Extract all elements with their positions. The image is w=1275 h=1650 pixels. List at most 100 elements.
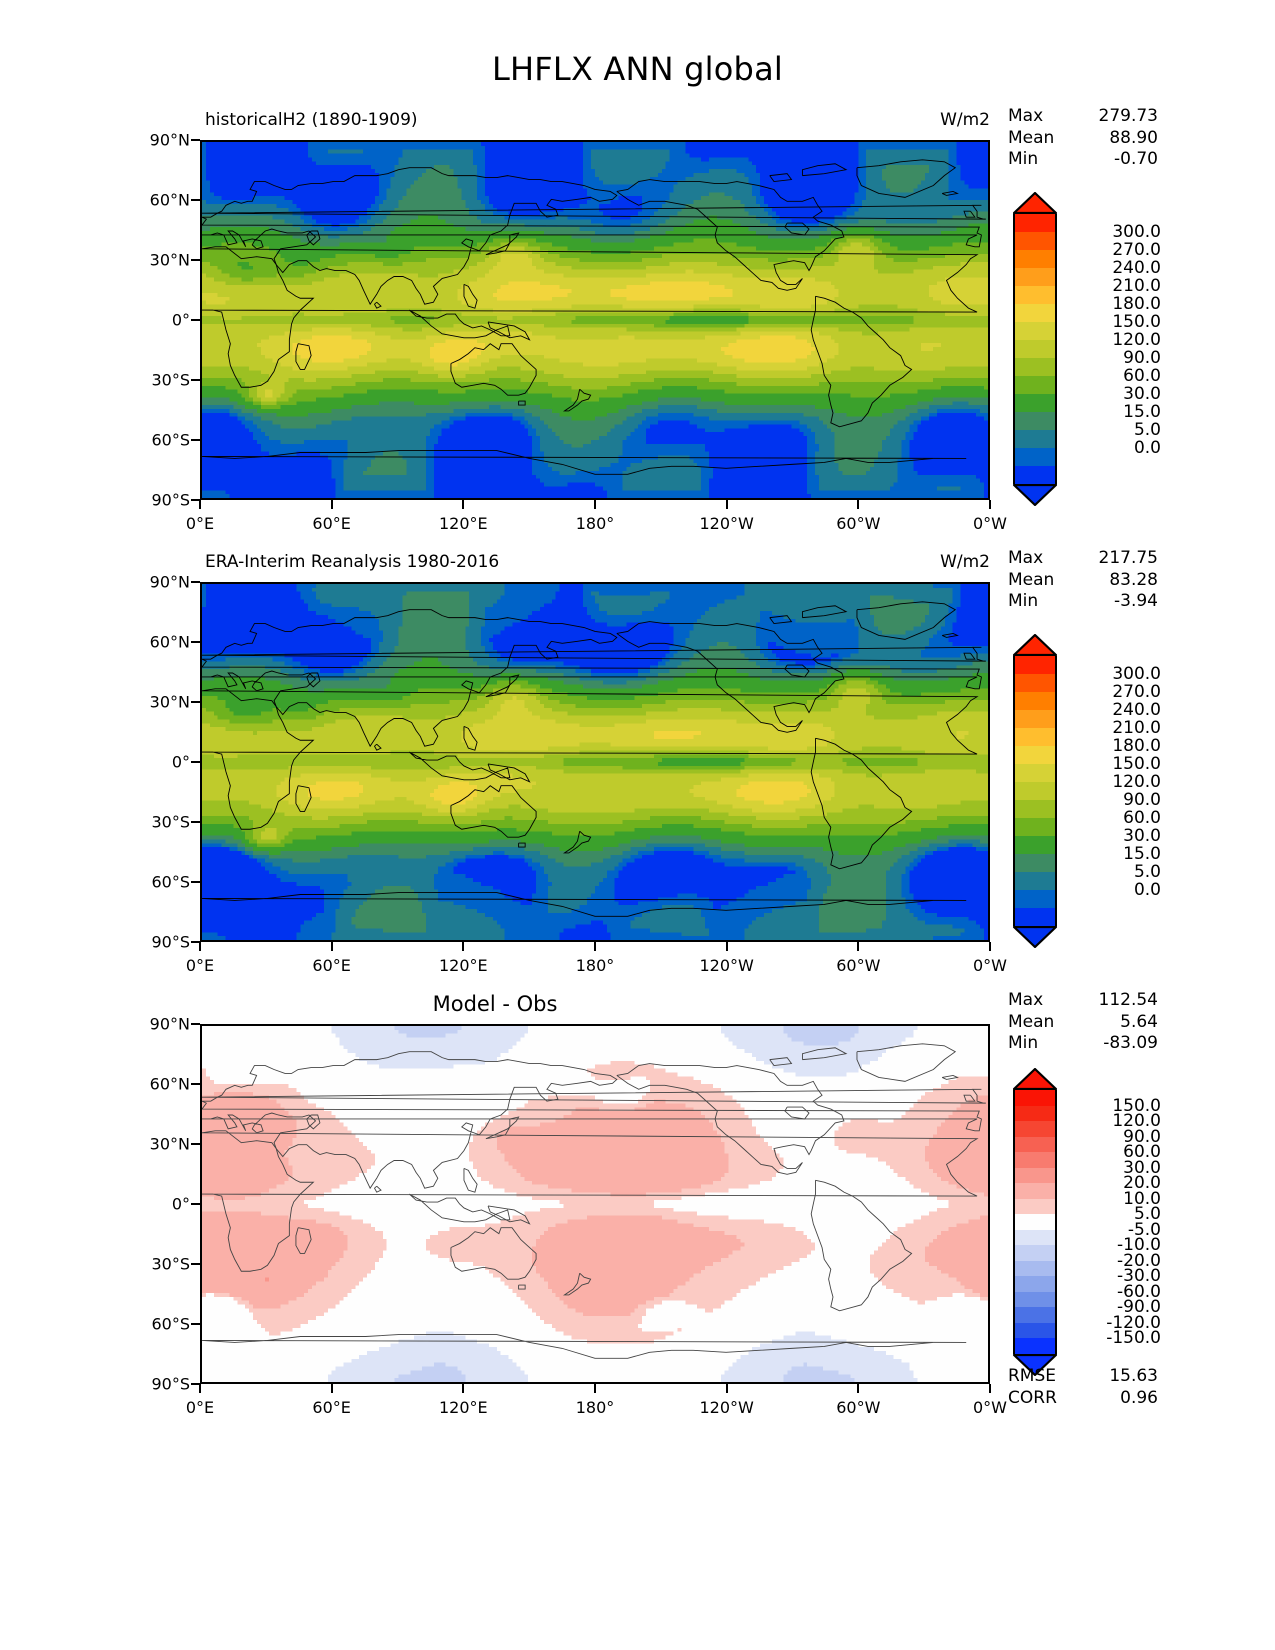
- stat-row: Mean 83.28: [1008, 570, 1158, 592]
- panel-obs-stats: Max 217.75 Mean 83.28 Min -3.94: [1008, 548, 1158, 613]
- map-obs[interactable]: [200, 582, 990, 942]
- colorbar-tick-label: 30.0: [1123, 384, 1161, 404]
- colorbar-segment: [1013, 908, 1057, 926]
- y-tick-mark: [191, 581, 200, 583]
- map-axes-diff: 90°N 60°N 30°N 0° 30°S 60°S 90°S 0°E 60°E 120°E 1…: [150, 1015, 1007, 1418]
- colorbar-segment: [1013, 376, 1057, 394]
- y-tick-label: 60°N: [149, 190, 190, 210]
- colorbar-segment: [1013, 1322, 1057, 1338]
- x-tick-label: 0°W: [973, 1398, 1007, 1417]
- colorbar-segment: [1013, 1167, 1057, 1183]
- panel-diff-skill-stats: RMSE 15.63 CORR 0.96: [1008, 1366, 1158, 1409]
- y-tick-mark: [191, 199, 200, 201]
- colorbar-segment: [1013, 448, 1057, 466]
- colorbar-tick-label: 270.0: [1112, 682, 1161, 702]
- x-tick-label: 0°W: [973, 956, 1007, 975]
- stat-key: Mean: [1008, 569, 1055, 590]
- stat-row: Max 112.54: [1008, 990, 1158, 1012]
- stat-value: -83.09: [1103, 1033, 1158, 1054]
- colorbar-tick-label: 30.0: [1123, 1157, 1161, 1178]
- y-tick-label: 30°N: [149, 692, 190, 712]
- x-tick-label: 120°E: [439, 956, 488, 975]
- map-diff[interactable]: [200, 1024, 990, 1384]
- stat-key: CORR: [1008, 1387, 1057, 1408]
- y-tick-label: 60°N: [149, 1074, 190, 1094]
- x-tick-label: 60°W: [836, 1398, 881, 1417]
- panel-diff-title: Model - Obs: [432, 992, 558, 1016]
- y-tick-mark: [191, 881, 200, 883]
- stat-value: 5.64: [1120, 1011, 1158, 1032]
- y-tick-mark: [191, 439, 200, 441]
- y-tick-label: 90°N: [149, 1014, 190, 1034]
- x-tick-mark: [594, 942, 596, 951]
- stat-row: Min -83.09: [1008, 1033, 1158, 1055]
- colorbar-extend-bottom-arrow: [1013, 1353, 1057, 1376]
- colorbar-tick-label: 120.0: [1112, 330, 1161, 350]
- x-tick-mark: [330, 942, 333, 951]
- colorbar-segment: [1013, 1090, 1057, 1106]
- y-tick-mark: [191, 139, 200, 141]
- colorbar-extend-top-arrow: [1013, 1068, 1057, 1090]
- colorbar-diff[interactable]: 150.0 120.0 90.0 60.0 30.0 20.0 10.0 5.0 -5.0 -10…: [1013, 1068, 1161, 1376]
- y-tick-label: 90°S: [151, 932, 190, 952]
- colorbar-obs[interactable]: 300.0 270.0 240.0 210.0 180.0 150.0 120.0 90.0 6…: [1013, 634, 1161, 948]
- colorbar-segment: [1013, 1214, 1057, 1230]
- colorbar-tick-label: 5.0: [1133, 1204, 1161, 1224]
- x-tick-label: 60°E: [312, 956, 351, 975]
- x-tick-label: 60°W: [836, 514, 881, 533]
- colorbar-tick-label: 10.0: [1123, 1188, 1161, 1209]
- colorbar-tick-label: 300.0: [1112, 664, 1161, 684]
- stat-key: Min: [1008, 591, 1039, 612]
- colorbar-segment: [1013, 1229, 1057, 1245]
- x-tick-label: 0°E: [185, 1398, 215, 1417]
- y-tick-mark: [191, 821, 200, 823]
- map-axes-model: 90°N 60°N 30°N 0° 30°S 60°S 90°S 0°E 60°E 120°E 1…: [150, 131, 1007, 534]
- x-tick-label: 60°E: [312, 514, 351, 533]
- colorbar-tick-label: 15.0: [1123, 844, 1161, 864]
- y-tick-mark: [191, 319, 200, 321]
- map-model[interactable]: [200, 140, 990, 500]
- stat-value: 88.90: [1109, 127, 1158, 148]
- stat-value: -3.94: [1114, 591, 1158, 612]
- colorbar-segment: [1013, 674, 1057, 692]
- colorbar-segment: [1013, 1291, 1057, 1307]
- x-tick-mark: [462, 500, 465, 509]
- colorbar-tick-label: -90.0: [1117, 1297, 1161, 1317]
- stat-key: Mean: [1008, 127, 1055, 148]
- stat-key: Min: [1008, 149, 1039, 170]
- colorbar-segment: [1013, 746, 1057, 764]
- colorbar-tick-label: -20.0: [1117, 1250, 1161, 1271]
- colorbar-extend-bottom-arrow: [1013, 926, 1057, 948]
- y-tick-label: 30°S: [151, 370, 190, 390]
- colorbar-tick-label: 120.0: [1112, 772, 1161, 792]
- colorbar-model[interactable]: 300.0 270.0 240.0 210.0 180.0 150.0 120.0 90.0 6…: [1013, 192, 1161, 506]
- colorbar-segment: [1013, 692, 1057, 710]
- colorbar-tick-label: 5.0: [1133, 862, 1161, 882]
- y-tick-label: 0°: [171, 310, 190, 330]
- stat-value: 112.54: [1098, 990, 1158, 1010]
- stat-row: Max 217.75: [1008, 548, 1158, 570]
- colorbar-tick-label: 300.0: [1112, 222, 1161, 242]
- y-tick-mark: [191, 1383, 200, 1385]
- y-tick-label: 60°S: [151, 430, 190, 450]
- colorbar-segment: [1013, 836, 1057, 854]
- y-tick-mark: [191, 1263, 200, 1265]
- stat-key: Max: [1008, 548, 1044, 568]
- panel-diff-stats: Max 112.54 Mean 5.64 Min -83.09: [1008, 990, 1158, 1055]
- colorbar-segment: [1013, 1183, 1057, 1199]
- colorbar-segment: [1013, 232, 1057, 250]
- colorbar-tick-label: -10.0: [1117, 1235, 1161, 1255]
- stat-value: 83.28: [1109, 569, 1158, 590]
- x-tick-mark: [594, 500, 596, 509]
- y-tick-label: 90°N: [149, 130, 190, 150]
- x-tick-mark: [725, 1384, 728, 1393]
- colorbar-tick-label: 120.0: [1112, 1111, 1161, 1131]
- colorbar-segment: [1013, 412, 1057, 430]
- x-tick-label: 0°E: [185, 514, 215, 533]
- colorbar-segment: [1013, 1136, 1057, 1152]
- panel-obs-title: ERA-Interim Reanalysis 1980-2016: [205, 552, 500, 572]
- x-tick-mark: [462, 1384, 465, 1393]
- y-tick-mark: [191, 641, 200, 643]
- colorbar-segment: [1013, 890, 1057, 908]
- x-tick-mark: [989, 500, 991, 509]
